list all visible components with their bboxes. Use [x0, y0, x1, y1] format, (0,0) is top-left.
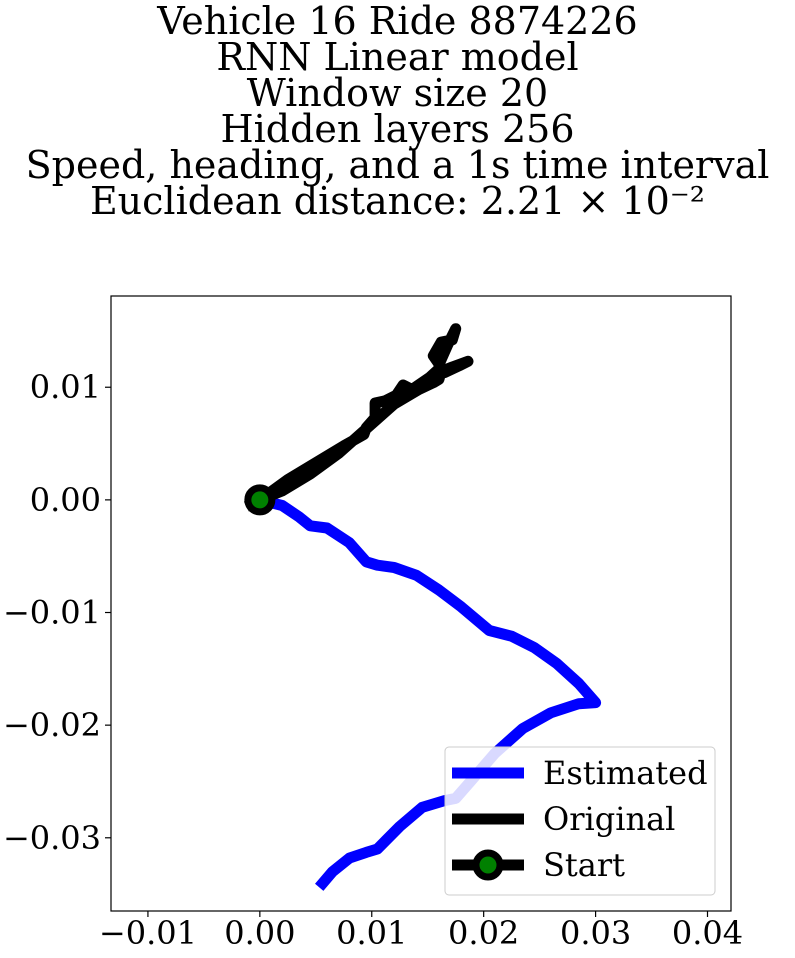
x-tick-label: −0.01: [99, 914, 197, 952]
y-tick-label: −0.01: [3, 594, 101, 632]
y-tick-label: −0.02: [3, 706, 101, 744]
title-line-3: Window size 20: [246, 71, 549, 115]
title-line-5: Speed, heading, and a 1s time interval: [25, 143, 770, 187]
chart-title: Vehicle 16 Ride 8874226 RNN Linear model…: [0, 0, 795, 223]
start-marker: [244, 484, 276, 516]
title-line-2: RNN Linear model: [216, 35, 579, 79]
x-tick-label: 0.03: [560, 914, 631, 952]
x-tick-label: 0.01: [336, 914, 407, 952]
x-tick-label: 0.04: [672, 914, 743, 952]
legend-box: [444, 746, 716, 896]
title-line-1: Vehicle 16 Ride 8874226: [157, 0, 638, 43]
legend-label-start: Start: [543, 846, 625, 884]
title-line-6: Euclidean distance: 2.21 × 10⁻²: [89, 179, 706, 223]
y-tick-label: −0.03: [3, 819, 101, 857]
legend-marker-start: [472, 849, 504, 881]
y-tick-label: 0.01: [30, 368, 101, 406]
x-tick-label: 0.02: [448, 914, 519, 952]
x-tick-label: 0.00: [224, 914, 295, 952]
legend-label-original: Original: [543, 800, 675, 838]
title-line-4: Hidden layers 256: [220, 107, 575, 151]
legend-label-estimated: Estimated: [543, 754, 708, 792]
y-tick-label: 0.00: [30, 481, 101, 519]
axes-frame: [110, 295, 732, 912]
series-line-original: [243, 323, 474, 512]
series-line-estimated: [258, 494, 602, 891]
